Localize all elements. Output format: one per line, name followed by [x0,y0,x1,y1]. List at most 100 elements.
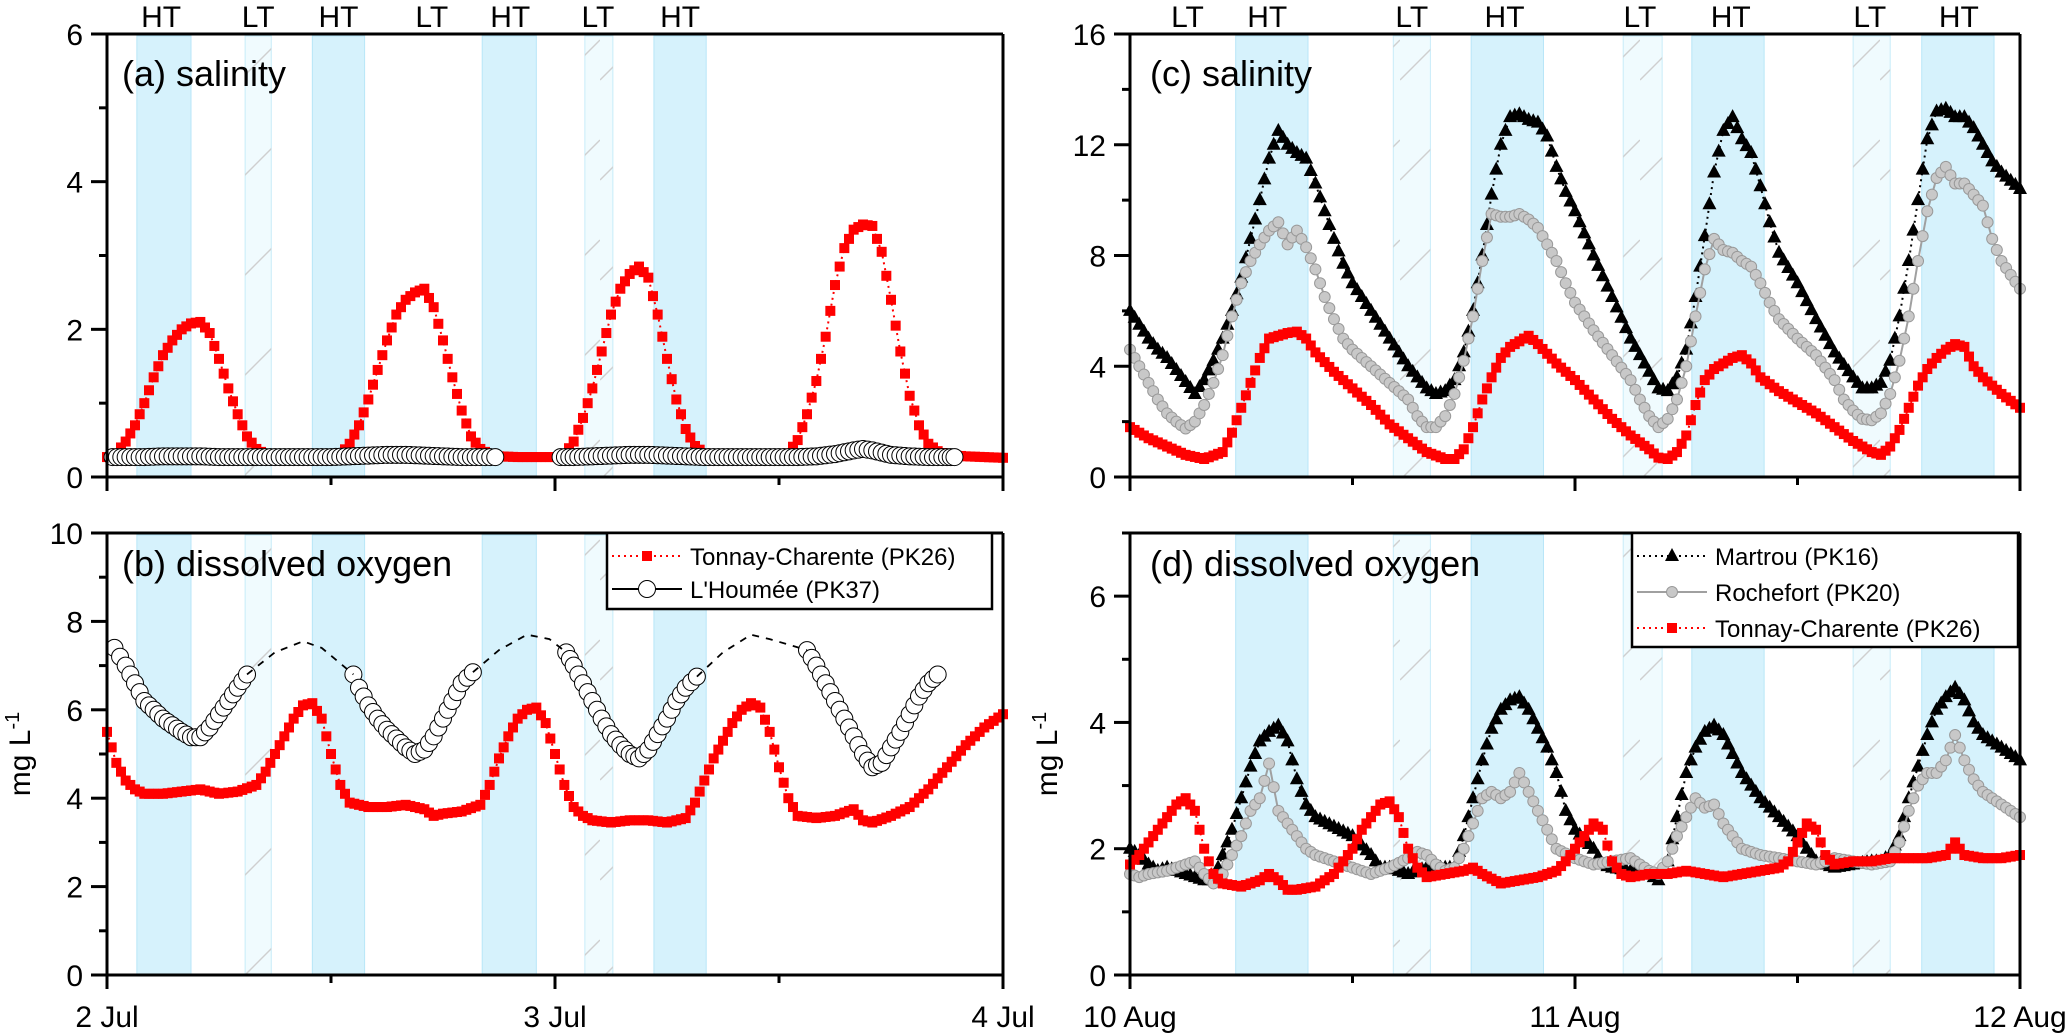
data-point [839,243,850,254]
data-point [1238,774,1253,788]
data-point [1356,824,1367,835]
data-point [1470,771,1485,785]
data-point [1522,785,1535,798]
high-tide-band [136,35,192,477]
data-point [1873,374,1888,388]
data-point [1215,847,1230,861]
data-point [1332,322,1345,335]
data-point [1917,372,1928,383]
data-point [326,749,336,759]
data-point [545,733,556,744]
data-point [578,412,588,423]
data-point [923,784,934,795]
panel-c: 0 4 8 12 16 (c) salinity LT HT LT HT LT HT LT HT [1073,1,2027,495]
data-point [1239,817,1252,830]
legend-marker [1665,548,1679,561]
data-point [1907,792,1920,805]
data-point [1558,802,1573,816]
data-point [909,405,920,416]
data-point [344,438,355,449]
data-point [1328,868,1339,879]
data-point [1925,188,1938,201]
data-point [1980,145,1995,159]
data-point [363,394,374,405]
data-point [442,353,453,364]
data-point [1384,796,1395,807]
data-point [946,756,957,767]
data-point [214,353,224,364]
legend-label: Rochefort (PK20) [1715,580,1900,607]
data-point [1143,837,1154,848]
data-point [1398,827,1409,838]
data-point [1671,447,1682,458]
y-tick-label: 8 [1089,241,1106,274]
data-point [1489,711,1504,725]
data-point [1688,739,1703,753]
panel-title-c: (c) salinity [1150,53,1312,94]
data-point [1966,120,1981,134]
data-point [1570,843,1580,854]
data-point [1231,415,1242,426]
legend-marker [1666,586,1678,598]
data-point [1456,344,1471,358]
data-point [769,744,780,755]
panel-title-b: (b) dissolved oxygen [122,543,452,584]
data-point [116,766,126,777]
data-point [1338,856,1349,867]
data-point [1280,733,1295,747]
series-martrou-pk16- [1123,100,2027,399]
legend-label: Tonnay-Charente (PK26) [1715,616,1980,643]
data-point [1642,363,1657,377]
data-point [788,802,798,813]
data-point [1787,846,1798,857]
data-point [1833,383,1846,396]
data-point [368,379,378,390]
data-point [1922,364,1933,375]
data-point [1711,143,1726,157]
data-point [1467,817,1480,830]
data-point [1902,310,1915,323]
data-point [1234,790,1249,804]
y-tick-label: 16 [1073,19,1106,52]
data-point [1230,293,1243,306]
data-point [1911,758,1926,772]
data-point [1289,771,1304,785]
y-tick-label: 6 [66,19,83,52]
legend-entry: L'Houmée (PK37) [612,577,880,604]
data-point [1555,266,1568,279]
data-point [1326,230,1341,244]
data-point [699,775,710,786]
data-point [1477,394,1488,405]
data-point [172,329,182,340]
legend-entries-d: Martrou (PK16) Rochefort (PK20) Tonnay-Cha… [1637,544,1980,643]
data-point [447,372,458,383]
data-point [1563,812,1578,826]
data-point [1898,820,1911,833]
data-point [1180,793,1191,804]
data-point [945,448,964,467]
data-point [1684,801,1697,814]
data-point [1901,253,1916,267]
series-layer-b [102,633,1008,828]
data-point [1221,858,1234,871]
data-point [1526,711,1541,725]
data-point [1611,862,1622,873]
data-point [540,718,551,729]
data-point [708,753,719,764]
data-point [1720,736,1735,750]
data-point [554,764,565,775]
data-point [232,409,243,420]
data-point [680,424,691,435]
data-point [1527,795,1540,808]
data-point [685,432,696,443]
axes-d: 0 2 4 6 10 Aug 11 Aug 12 Aug [1083,531,2067,1033]
data-point [1708,798,1721,811]
data-point [1675,820,1688,833]
data-point [1461,323,1476,337]
data-point [237,420,248,431]
data-point [1271,717,1286,731]
data-point [1906,222,1921,236]
data-point [158,350,168,361]
data-point [1468,422,1479,433]
tide-label-lt: LT [415,1,448,34]
